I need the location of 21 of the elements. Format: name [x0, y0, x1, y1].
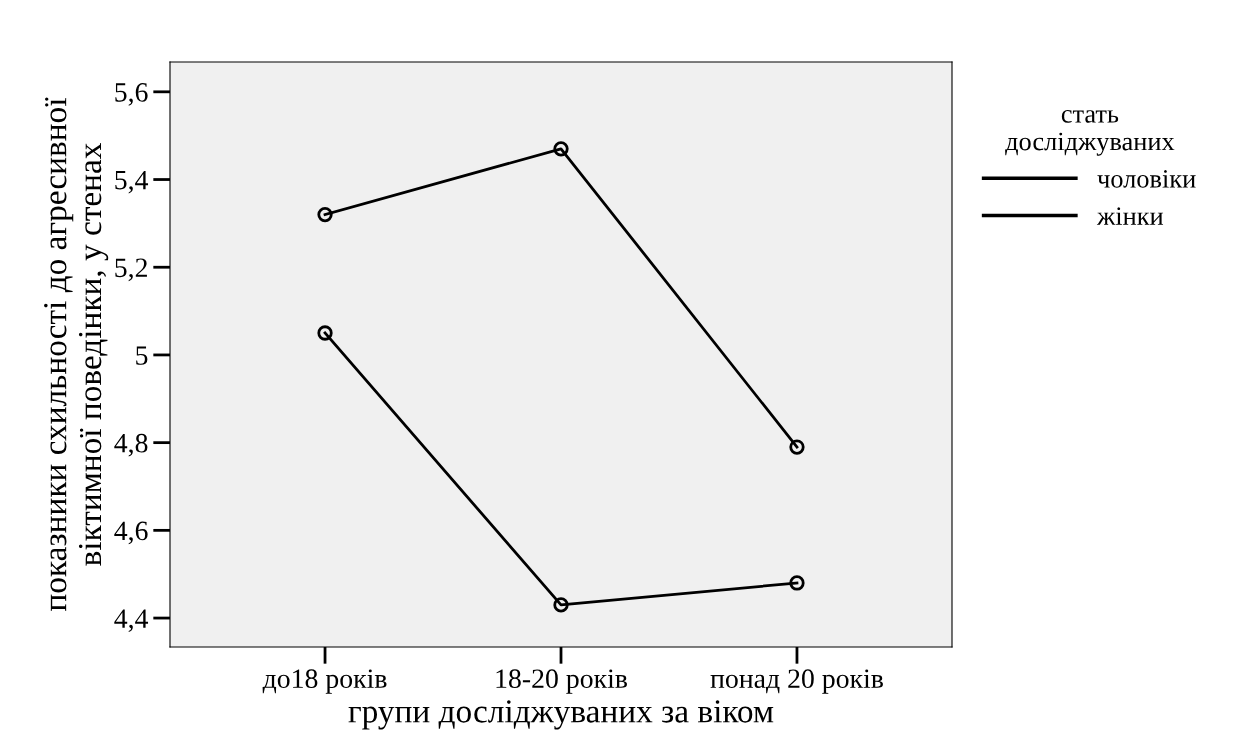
legend-label: жінки — [1096, 207, 1164, 225]
y-tick-label: 5,4 — [115, 170, 149, 194]
point — [317, 206, 333, 223]
legend-title: стать досліджуваних — [1005, 110, 1175, 156]
legend-label: чоловіки — [1097, 170, 1196, 188]
y-tick-label: 4,6 — [114, 521, 148, 545]
point — [317, 325, 333, 341]
x-tick-label: понад 20 років — [710, 669, 883, 694]
point — [553, 597, 569, 613]
y-tick-label: 4,8 — [114, 433, 148, 457]
x-tick-label: 18-20 років — [496, 669, 627, 694]
y-tick-label: 5,6 — [115, 83, 148, 106]
y-axis-title: показники схильності до агресивної віктимної поведінки, у стенах — [44, 97, 109, 611]
y-tick-label: 5,2 — [115, 258, 147, 282]
y-tick-label: 4,4 — [114, 609, 149, 632]
x-tick-label: до18 років — [262, 669, 387, 694]
point — [789, 575, 805, 591]
y-tick-label: 5 — [136, 346, 148, 365]
point — [789, 439, 805, 455]
x-axis-title: групи досліджуваних за віком — [348, 700, 774, 730]
point — [553, 141, 569, 157]
